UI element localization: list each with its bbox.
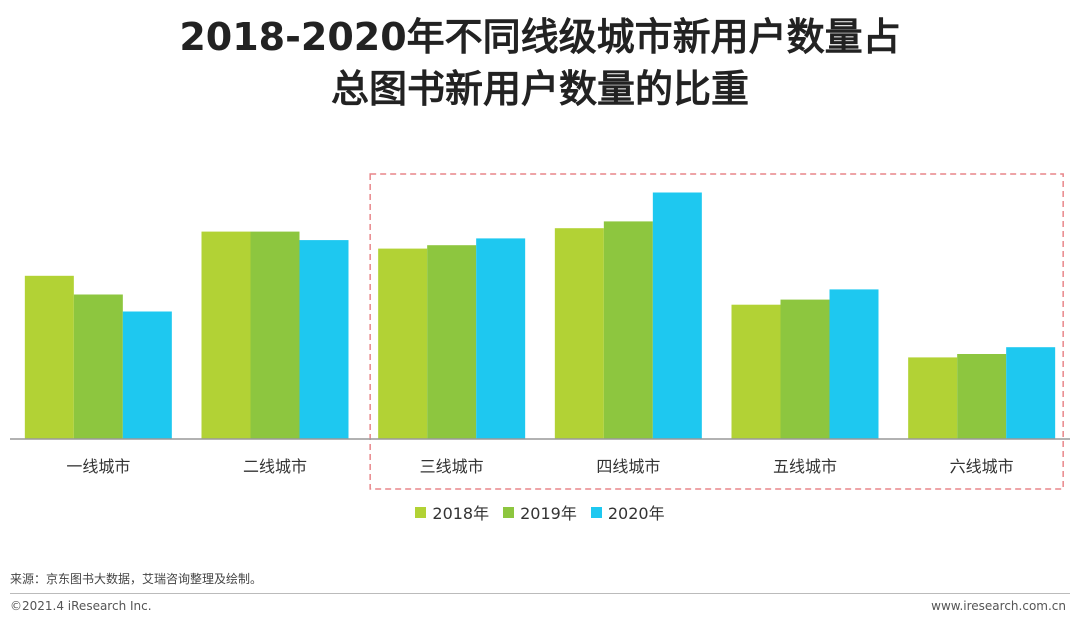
bar-2019年-三线城市 <box>427 245 477 439</box>
x-tick-label: 六线城市 <box>950 457 1014 476</box>
bar-2019年-五线城市 <box>780 299 830 439</box>
legend-swatch-2020 <box>590 506 602 518</box>
highlight-box <box>369 173 1064 490</box>
legend-label-2018: 2018年 <box>432 504 490 523</box>
bar-2018年-三线城市 <box>378 248 428 439</box>
legend-item-2020: 2020年 <box>590 500 665 524</box>
footer-divider <box>10 593 1070 594</box>
chart-title-line2: 总图书新用户数量的比重 <box>330 67 749 111</box>
website-link[interactable]: www.iresearch.com.cn <box>931 599 1066 613</box>
x-tick-label: 二线城市 <box>243 457 307 476</box>
x-tick-label: 三线城市 <box>420 457 484 476</box>
x-tick-label: 一线城市 <box>66 457 130 476</box>
bar-2019年-四线城市 <box>603 221 653 439</box>
bar-2020年-四线城市 <box>652 192 702 439</box>
bar-2018年-六线城市 <box>908 357 958 439</box>
x-tick-label: 五线城市 <box>773 457 837 476</box>
bar-2020年-二线城市 <box>299 240 349 439</box>
x-tick-label: 四线城市 <box>596 457 660 476</box>
bar-2020年-六线城市 <box>1006 347 1056 439</box>
bar-2018年-一线城市 <box>24 275 74 439</box>
bar-2019年-二线城市 <box>250 231 300 439</box>
copyright-text: ©2021.4 iResearch Inc. <box>10 599 152 613</box>
bar-chart: 一线城市 二线城市 三线城市 四线城市 五线城市 六线城市 <box>10 173 1070 490</box>
bar-2019年-六线城市 <box>957 354 1007 439</box>
bar-2020年-三线城市 <box>476 238 526 439</box>
bar-2019年-一线城市 <box>73 294 123 439</box>
bar-2018年-二线城市 <box>201 231 251 439</box>
legend-item-2019: 2019年 <box>503 500 577 524</box>
bar-2018年-五线城市 <box>731 304 781 439</box>
chart-legend: 2018年 2019年 2020年 <box>0 500 1080 524</box>
legend-swatch-2019 <box>503 506 515 518</box>
bar-2020年-五线城市 <box>829 289 879 439</box>
legend-swatch-2018 <box>415 506 427 518</box>
chart-title-line1: 2018-2020年不同线级城市新用户数量占 <box>179 15 901 59</box>
bar-2020年-一线城市 <box>122 311 172 439</box>
legend-label-2020: 2020年 <box>607 504 665 523</box>
source-note: 来源：京东图书大数据，艾瑞咨询整理及绘制。 <box>10 572 263 586</box>
legend-label-2019: 2019年 <box>520 504 577 523</box>
bar-2018年-四线城市 <box>554 228 604 439</box>
legend-item-2018: 2018年 <box>415 500 489 524</box>
